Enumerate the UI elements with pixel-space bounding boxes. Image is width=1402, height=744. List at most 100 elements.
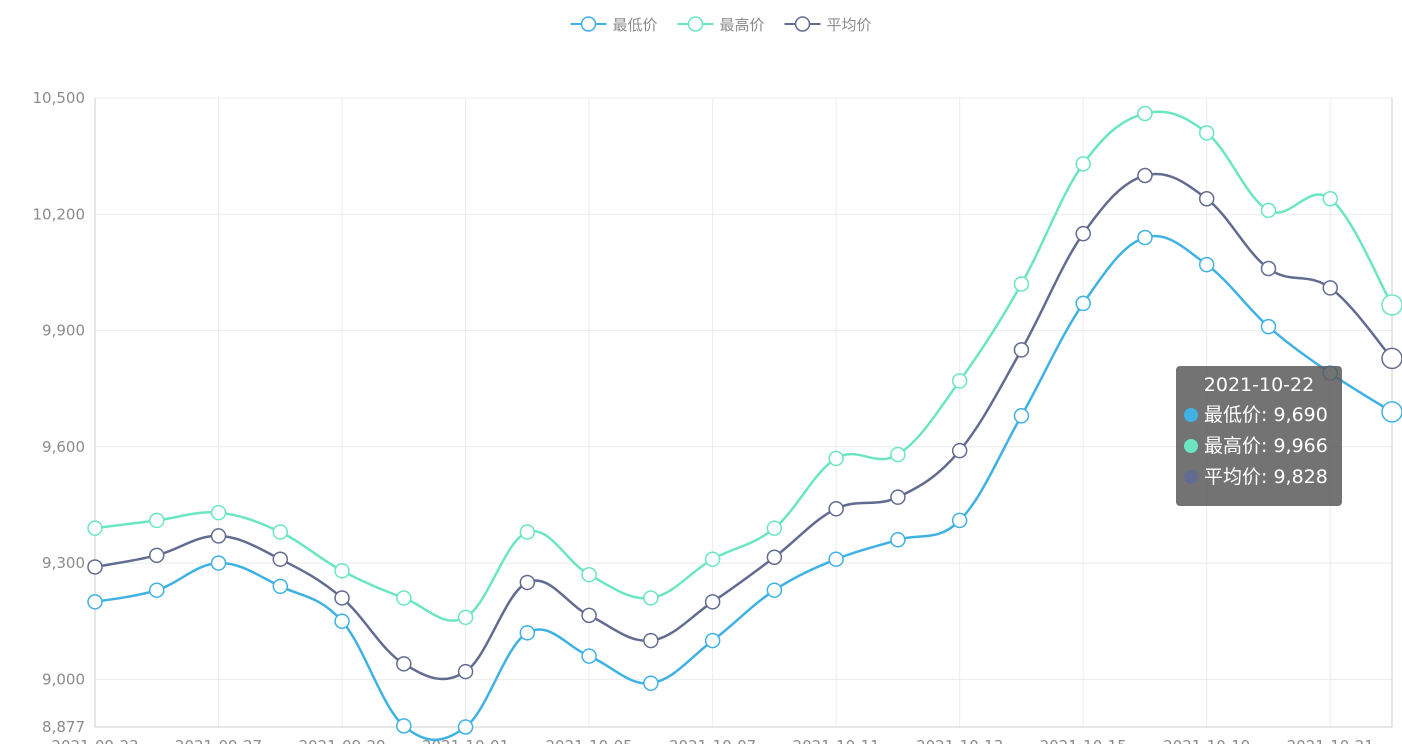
data-point [951,512,968,529]
data-point [1013,342,1030,358]
data-point [396,590,412,606]
data-point [951,373,968,389]
data-point [1260,260,1277,277]
data-point [519,625,536,641]
tooltip-marker [1184,408,1198,422]
data-point [643,590,659,606]
data-point [704,551,721,567]
series-line [94,172,1393,681]
data-point [890,446,906,463]
data-point [457,663,474,680]
data-point [828,501,844,517]
data-point [1013,408,1030,424]
y-tick-label: 9,000 [42,670,85,688]
legend-item[interactable]: 平均价 [784,16,872,34]
x-tick-label: 2021-10-07 [669,737,756,744]
data-point [457,609,474,626]
data-point [210,528,227,544]
tooltip: 2021-10-22 最低价9,690最高价9,966平均价9,828 [1176,366,1342,506]
data-point [643,675,659,691]
data-point [704,594,721,610]
data-point [951,442,968,459]
x-tick-label: 2021-09-27 [175,737,262,744]
data-point [1198,191,1215,207]
legend-item[interactable]: 最高价 [677,16,765,34]
data-point [1075,156,1091,172]
x-tick-label: 2021-09-29 [298,737,385,744]
tooltip-value: 9,828 [1273,466,1328,488]
data-point [149,547,165,564]
data-point [1137,105,1153,122]
x-tick-label: 2021-10-19 [1163,737,1250,744]
data-point [766,549,783,566]
y-tick-label: 9,300 [42,554,85,572]
data-point [210,504,227,521]
x-tick-label: 2021-10-01 [422,737,509,744]
data-point [272,524,289,540]
data-point [890,489,906,505]
data-point [210,555,227,571]
data-point [149,512,165,529]
data-point [643,632,659,649]
data-point [272,578,289,595]
data-point [1381,347,1402,370]
data-point [581,566,597,583]
tooltip-row: 最低价9,690 [1184,400,1342,431]
x-tick-label: 2021-10-13 [916,737,1003,744]
data-point [890,532,906,548]
y-tick-label: 9,600 [42,438,85,456]
tooltip-marker [1184,470,1198,484]
data-point [1260,318,1277,335]
tooltip-title: 2021-10-22 [1203,374,1315,396]
data-point [457,719,474,735]
legend-marker [580,16,597,32]
series-line [94,234,1393,741]
y-tick-label: 8,877 [42,718,85,736]
data-point [1322,191,1338,207]
tooltip-value: 9,690 [1273,404,1328,426]
data-point [1075,225,1091,242]
data-point [149,582,165,598]
y-tick-label: 10,500 [33,89,86,107]
legend-label: 平均价 [827,16,872,34]
data-point [1198,256,1215,273]
data-point [1322,280,1338,296]
data-point [1013,276,1030,292]
data-point [581,648,597,664]
data-point [766,582,783,598]
data-point [1260,202,1277,219]
data-point [272,551,289,567]
data-point [828,450,844,467]
data-point [1381,401,1402,423]
data-point [766,520,783,536]
x-tick-label: 2021-10-11 [793,737,880,744]
x-tick-label: 2021-10-05 [546,737,633,744]
x-tick-label: 2021-10-21 [1287,737,1374,744]
tooltip-series-name: 最高价 [1204,435,1273,457]
tooltip-row: 平均价9,828 [1184,462,1342,493]
legend: 最低价 最高价 平均价 [570,16,872,34]
legend-label: 最高价 [720,16,765,34]
y-tick-label: 10,200 [33,205,86,223]
data-point [1198,125,1215,141]
data-point [396,656,412,672]
data-point [87,594,103,610]
data-point [334,563,350,579]
data-point [1381,294,1402,316]
legend-label: 最低价 [613,16,658,34]
legend-item[interactable]: 最低价 [570,16,658,34]
x-tick-label: 2021-10-15 [1040,737,1127,744]
tooltip-series-name: 最低价 [1204,404,1273,426]
data-point [334,613,350,629]
tooltip-value: 9,966 [1273,435,1328,457]
legend-marker [794,16,811,32]
legend-marker [687,16,704,32]
x-tick-label: 2021-09-23 [51,737,138,744]
data-point [334,590,350,606]
data-point [581,607,597,624]
data-point [828,551,844,567]
data-point [87,559,103,575]
tooltip-row: 最高价9,966 [1184,431,1342,462]
